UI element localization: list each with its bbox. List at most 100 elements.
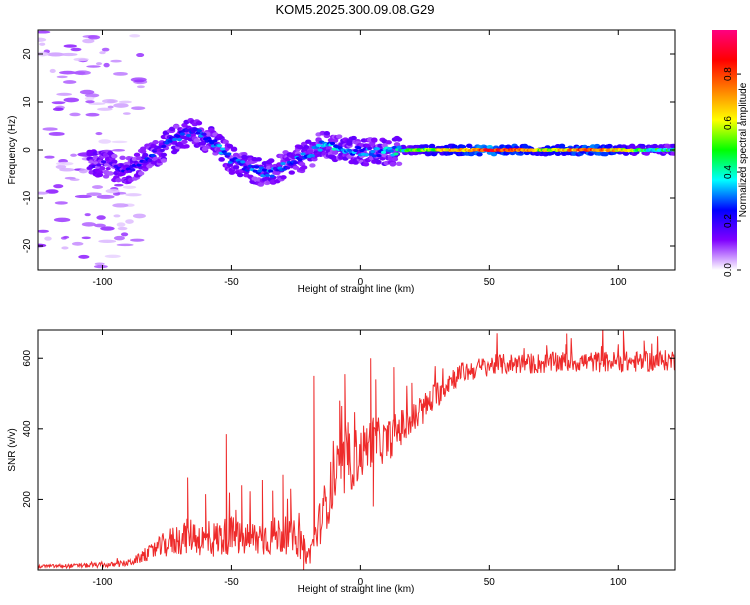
x-tick-label: -50 [224,577,239,588]
spectrogram-cell [670,151,675,156]
spectrogram-cell [105,167,111,171]
spectrogram-cell [622,151,630,156]
spectrogram-cell [451,144,458,149]
spectrogram-cell [206,136,212,140]
spectrogram-cell [96,172,104,178]
spectrogram-cell [240,160,246,164]
spectrogram-cell [38,30,51,34]
snr-marks [38,330,675,570]
spectrogram-cell [88,160,94,164]
spectrogram-cell [98,239,117,244]
spectrogram-cell [268,169,274,173]
spectrogram-cell [374,147,380,151]
spectrogram-cell [62,80,77,84]
colorbar-tick-label: 0.2 [723,214,734,228]
snr-frame [37,329,676,571]
spectrogram-cell [218,157,225,162]
spectrogram-y-ticks: -20 -10 0 10 20 [22,48,675,253]
spectrogram-cell [61,246,69,250]
spectrogram-cell [91,185,104,189]
spectrogram-cell [84,93,100,98]
spectrogram-cell [140,146,147,151]
spectrogram-cell [113,71,128,76]
spectrogram-cell [269,174,275,178]
spectrogram-y-axis-label: Frequency (Hz) [7,116,18,185]
spectrogram-cell [387,147,393,151]
spectrogram-cell [119,155,126,161]
spectrogram-cell [86,65,101,68]
spectrogram-cell [258,166,264,170]
spectrogram-cell [38,51,49,57]
y-tick-label: 10 [22,96,33,108]
spectrogram-cell [380,150,387,154]
colorbar: 0.0 0.2 0.4 0.6 0.8 Normalized spectral ampl… [712,30,749,277]
spectrogram-cell [159,148,165,153]
y-tick-label: 600 [22,349,33,366]
spectrogram-cell [280,175,287,180]
spectrogram-cell [113,183,124,187]
spectrogram-cell [152,139,159,145]
spectrogram-cell [105,188,120,194]
y-tick-label: 0 [22,147,33,153]
spectrogram-cell [371,154,377,158]
spectrogram-cell [133,79,145,83]
spectrogram-cell [606,143,613,149]
spectrogram-cell [422,144,430,149]
spectrogram-cell [490,152,498,157]
spectrogram-cell [356,146,362,150]
y-tick-label: 200 [22,491,33,508]
spectrogram-cell [122,112,131,115]
spectrogram-cell [466,143,473,148]
spectrogram-cell [370,149,376,154]
colorbar-label: Normalized spectral amplitude [738,82,749,217]
spectrogram-cell [84,213,91,217]
x-tick-label: 100 [610,277,627,288]
spectrogram-cell [254,165,260,169]
spectrogram-cell [74,194,92,199]
spectrogram-cell [160,152,168,157]
spectrogram-cell [147,158,153,163]
spectrogram-cell [107,171,114,176]
spectrogram-cell [79,89,95,95]
colorbar-tick-label: 0.8 [723,67,734,81]
snr-panel: -100 -50 0 50 100 200 400 600 Height of straig… [7,329,676,595]
spectrogram-cell [331,147,337,151]
spectrogram-cell [307,149,314,155]
y-tick-label: -10 [22,190,33,205]
spectrogram-cell [99,51,106,55]
spectrogram-cell [38,229,50,233]
spectrogram-cell [173,124,180,129]
spectrogram-cell [81,222,96,227]
spectrogram-cell [98,166,106,171]
spectrogram-cell [101,98,118,104]
spectrogram-cell [81,236,91,240]
colorbar-ticks: 0.0 0.2 0.4 0.6 0.8 [723,67,741,277]
spectrogram-cell [44,155,55,159]
y-tick-label: -20 [22,238,33,253]
spectrogram-cell [222,139,229,145]
spectrogram-cell [119,171,126,176]
spectrogram-cell [101,47,110,52]
spectrogram-cell [96,194,115,199]
spectrogram-cell [71,241,84,246]
spectrogram-cell [111,140,128,144]
spectrogram-cell [363,153,370,157]
spectrogram-cell [96,215,106,220]
spectrogram-cell [389,161,397,167]
spectrogram-cell [94,262,105,266]
spectrogram-cell [236,172,244,178]
spectrogram-cell [230,146,238,152]
spectrogram-cell [111,153,118,159]
spectrogram-cell [133,152,141,158]
spectrogram-cell [232,165,240,170]
x-tick-label: 0 [358,277,364,288]
spectrogram-cell [55,164,67,169]
spectrogram-cell [643,151,650,156]
spectrogram-cell [362,162,370,167]
colorbar-tick-label: 0.0 [723,263,734,277]
spectrogram-cell [93,161,99,165]
spectrogram-cell [118,100,132,104]
spectrogram-cell [264,173,271,177]
spectrogram-cell [82,38,95,44]
spectrogram-cell [300,152,306,156]
